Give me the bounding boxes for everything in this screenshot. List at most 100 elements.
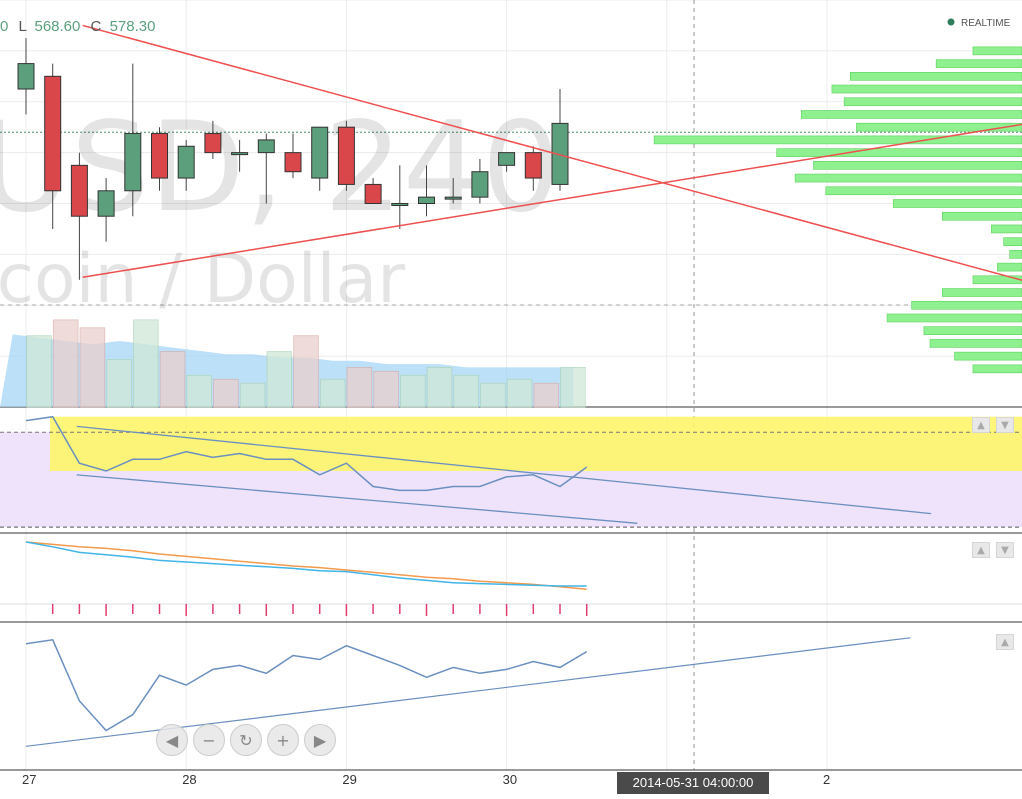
volume-bar (506, 378, 533, 408)
time-tick-label: 28 (182, 772, 196, 787)
candle-body (418, 196, 435, 204)
oscillator-pane (0, 415, 1022, 528)
volume-bar (52, 319, 79, 408)
zoom-out-button[interactable]: − (193, 724, 225, 756)
volume-profile-bar (892, 199, 1022, 208)
reset-button[interactable]: ↻ (230, 724, 262, 756)
volume-bar (239, 382, 266, 408)
ohlc-readout: 0 L 568.60 C 578.30 (0, 18, 155, 35)
macd-down-button[interactable]: ▼ (996, 542, 1014, 558)
name-watermark: tcoin / Dollar (0, 240, 405, 319)
volume-bar (213, 378, 239, 408)
volume-profile-bar (850, 72, 1022, 81)
volume-profile-bar (991, 224, 1022, 234)
oscillator-channel-line (76, 474, 638, 524)
pane-down-button[interactable]: ▼ (996, 417, 1014, 433)
volume-profile-bar (1009, 250, 1022, 259)
volume-bar (426, 366, 453, 408)
candle-body (311, 126, 329, 179)
lower-up-button[interactable]: ▲ (996, 634, 1014, 650)
volume-profile (653, 46, 1022, 374)
volume-bar (266, 351, 293, 408)
volume-profile-bar (923, 326, 1022, 335)
volume-profile-bar (954, 351, 1022, 361)
volume-bar (560, 366, 586, 408)
volume-profile-bar (929, 339, 1022, 348)
candle-body (551, 122, 569, 185)
candle-body (124, 133, 142, 192)
candlestick-series (17, 38, 569, 280)
macd-line (25, 541, 587, 587)
scroll-right-button[interactable]: ▶ (304, 724, 336, 756)
candle-body (177, 145, 195, 179)
realtime-label: REALTIME (961, 18, 1011, 29)
chevron-left-icon: ◀ (165, 730, 179, 750)
time-tick-label: 2 (823, 772, 830, 787)
volume-profile-bar (886, 313, 1022, 323)
ohlc-prefix: 0 (0, 18, 8, 35)
realtime-dot (947, 18, 955, 26)
oscillator-channel-line (76, 425, 932, 515)
candle-body (44, 75, 62, 192)
volume-bar (480, 382, 506, 408)
volume-bar (133, 319, 159, 408)
candle-body (471, 171, 489, 198)
volume-profile-bar (911, 300, 1022, 310)
volume-bar (319, 378, 346, 408)
candle-body (257, 139, 275, 154)
volume-bar (26, 335, 52, 408)
time-tick-label: 29 (342, 772, 356, 787)
volume-profile-bar (800, 110, 1022, 119)
candle-body (391, 203, 409, 206)
symbol-watermark: USD, 240 (0, 96, 560, 240)
volume-profile-bar (825, 186, 1022, 196)
volume-bar (400, 374, 426, 408)
macd-pane (0, 541, 1022, 616)
volume-bar (293, 335, 319, 408)
volume-profile-bar (997, 262, 1022, 272)
trendline (82, 24, 1022, 282)
pane-up-button[interactable]: ▲ (972, 417, 990, 433)
candle-body (151, 133, 168, 179)
volume-bar (453, 374, 479, 408)
candle-body (17, 63, 35, 90)
candle-body (444, 196, 462, 200)
volume-profile-bar (935, 59, 1022, 68)
zoom-in-button[interactable]: + (267, 724, 299, 756)
reset-icon: ↻ (239, 730, 253, 750)
volume-bar (159, 351, 186, 408)
volume-bar (346, 366, 373, 408)
volume-profile-bar (941, 211, 1022, 221)
trendline (82, 123, 1022, 279)
candle-body (231, 152, 249, 156)
volume-profile-bar (972, 275, 1022, 285)
volume-bars (0, 319, 586, 408)
volume-profile-bar (843, 97, 1022, 107)
chart-grid (0, 0, 1022, 771)
volume-bar (79, 327, 106, 408)
low-label: L (19, 18, 27, 35)
minus-icon: − (202, 730, 216, 750)
time-tick-label: 27 (22, 772, 36, 787)
macd-signal-line (25, 541, 587, 590)
volume-profile-bar (653, 135, 1022, 145)
crosshair-time-label: 2014-05-31 04:00:00 (617, 772, 769, 794)
volume-profile-bar (776, 148, 1022, 157)
macd-up-button[interactable]: ▲ (972, 542, 990, 558)
price-trendlines[interactable] (82, 24, 1022, 286)
candle-body (498, 152, 516, 166)
candle-body (524, 152, 542, 179)
close-value: 578.30 (110, 18, 156, 35)
plus-icon: + (276, 730, 290, 750)
volume-profile-bar (972, 364, 1022, 374)
candle-body (204, 133, 222, 154)
volume-bar (373, 370, 399, 408)
scroll-left-button[interactable]: ◀ (156, 724, 188, 756)
candle-body (70, 164, 88, 217)
volume-profile-bar (941, 288, 1022, 297)
volume-bar (533, 382, 560, 408)
candle-body (284, 152, 302, 173)
low-value: 568.60 (34, 18, 80, 35)
volume-profile-bar (972, 46, 1022, 56)
